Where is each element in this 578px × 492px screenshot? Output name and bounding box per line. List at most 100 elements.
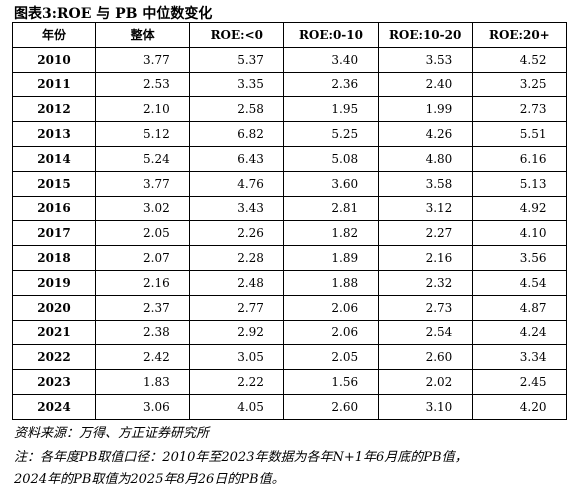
value-cell: 4.92 xyxy=(471,195,568,222)
value-cell: 2.36 xyxy=(283,71,379,98)
value-cell: 2.05 xyxy=(283,344,379,371)
table: 年份 整体 ROE:<0 ROE:0-10 ROE:10-20 ROE:20+ 2010 3… xyxy=(12,22,568,420)
value-cell: 2.06 xyxy=(283,319,379,346)
value-cell: 4.24 xyxy=(471,319,568,346)
value-cell: 6.43 xyxy=(189,145,285,172)
value-cell: 1.89 xyxy=(283,245,379,271)
value-cell: 2.05 xyxy=(94,220,191,247)
table-row: 2017 2.05 2.26 1.82 2.27 4.10 xyxy=(12,220,568,247)
value-cell: 5.37 xyxy=(189,46,285,73)
value-cell: 2.22 xyxy=(189,369,285,395)
value-cell: 2.06 xyxy=(283,294,379,321)
value-cell: 3.12 xyxy=(377,195,473,222)
source: 资料来源：万得、方正证券研究所 xyxy=(14,426,210,441)
year-cell: 2010 xyxy=(12,46,96,73)
value-cell: 4.76 xyxy=(189,170,285,197)
value-cell: 2.45 xyxy=(471,369,568,395)
table-row: 2020 2.37 2.77 2.06 2.73 4.87 xyxy=(12,294,568,321)
value-cell: 3.77 xyxy=(94,170,191,197)
table-row: 2015 3.77 4.76 3.60 3.58 5.13 xyxy=(12,170,568,197)
value-cell: 2.58 xyxy=(189,96,285,123)
value-cell: 6.82 xyxy=(189,121,285,147)
note-line: 注：各年度PB取值口径：2010年至2023年数据为各年N+1年6月底的PB值， xyxy=(14,450,468,465)
year-cell: 2012 xyxy=(12,96,96,123)
value-cell: 3.56 xyxy=(471,245,568,271)
value-cell: 2.73 xyxy=(471,96,568,123)
value-cell: 4.80 xyxy=(377,145,473,172)
value-cell: 5.25 xyxy=(283,121,379,147)
value-cell: 1.88 xyxy=(283,269,379,296)
value-cell: 5.24 xyxy=(94,145,191,172)
value-cell: 2.07 xyxy=(94,245,191,271)
value-cell: 4.10 xyxy=(471,220,568,247)
year-cell: 2022 xyxy=(12,344,96,371)
value-cell: 2.38 xyxy=(94,319,191,346)
note-line: 2024年的PB取值为2025年8月26日的PB值。 xyxy=(14,472,285,487)
value-cell: 2.27 xyxy=(377,220,473,247)
value-cell: 3.34 xyxy=(471,344,568,371)
header-row: 年份 整体 ROE:<0 ROE:0-10 ROE:10-20 ROE:20+ xyxy=(12,22,568,48)
header-cell: 年份 xyxy=(12,22,96,48)
value-cell: 2.60 xyxy=(377,344,473,371)
value-cell: 3.60 xyxy=(283,170,379,197)
value-cell: 4.05 xyxy=(189,393,285,420)
value-cell: 2.54 xyxy=(377,319,473,346)
table-row: 2013 5.12 6.82 5.25 4.26 5.51 xyxy=(12,121,568,147)
value-cell: 3.10 xyxy=(377,393,473,420)
header-cell: ROE:20+ xyxy=(471,22,568,48)
value-cell: 5.12 xyxy=(94,121,191,147)
table-row: 2018 2.07 2.28 1.89 2.16 3.56 xyxy=(12,245,568,271)
value-cell: 2.26 xyxy=(189,220,285,247)
value-cell: 5.08 xyxy=(283,145,379,172)
value-cell: 1.82 xyxy=(283,220,379,247)
table-row: 2022 2.42 3.05 2.05 2.60 3.34 xyxy=(12,344,568,371)
value-cell: 2.40 xyxy=(377,71,473,98)
year-cell: 2021 xyxy=(12,319,96,346)
value-cell: 3.35 xyxy=(189,71,285,98)
value-cell: 2.73 xyxy=(377,294,473,321)
value-cell: 5.51 xyxy=(471,121,568,147)
table-row: 2016 3.02 3.43 2.81 3.12 4.92 xyxy=(12,195,568,222)
year-cell: 2015 xyxy=(12,170,96,197)
value-cell: 3.53 xyxy=(377,46,473,73)
table-body: 2010 3.77 5.37 3.40 3.53 4.52 2011 2.53 3.35 2.36… xyxy=(12,46,568,420)
value-cell: 2.28 xyxy=(189,245,285,271)
table-row: 2011 2.53 3.35 2.36 2.40 3.25 xyxy=(12,71,568,98)
value-cell: 2.16 xyxy=(377,245,473,271)
value-cell: 6.16 xyxy=(471,145,568,172)
value-cell: 3.77 xyxy=(94,46,191,73)
year-cell: 2013 xyxy=(12,121,96,147)
year-cell: 2014 xyxy=(12,145,96,172)
table-row: 2014 5.24 6.43 5.08 4.80 6.16 xyxy=(12,145,568,172)
value-cell: 2.77 xyxy=(189,294,285,321)
value-cell: 2.16 xyxy=(94,269,191,296)
value-cell: 3.25 xyxy=(471,71,568,98)
value-cell: 3.40 xyxy=(283,46,379,73)
value-cell: 3.58 xyxy=(377,170,473,197)
table-row: 2019 2.16 2.48 1.88 2.32 4.54 xyxy=(12,269,568,296)
value-cell: 3.05 xyxy=(189,344,285,371)
value-cell: 2.81 xyxy=(283,195,379,222)
year-cell: 2017 xyxy=(12,220,96,247)
table-row: 2010 3.77 5.37 3.40 3.53 4.52 xyxy=(12,46,568,73)
year-cell: 2011 xyxy=(12,71,96,98)
value-cell: 2.92 xyxy=(189,319,285,346)
value-cell: 2.53 xyxy=(94,71,191,98)
value-cell: 1.83 xyxy=(94,369,191,395)
value-cell: 1.56 xyxy=(283,369,379,395)
table-row: 2023 1.83 2.22 1.56 2.02 2.45 xyxy=(12,369,568,395)
header-cell: 整体 xyxy=(94,22,191,48)
header-cell: ROE:<0 xyxy=(189,22,285,48)
value-cell: 3.02 xyxy=(94,195,191,222)
value-cell: 2.60 xyxy=(283,393,379,420)
value-cell: 5.13 xyxy=(471,170,568,197)
value-cell: 3.06 xyxy=(94,393,191,420)
value-cell: 4.52 xyxy=(471,46,568,73)
value-cell: 4.87 xyxy=(471,294,568,321)
value-cell: 2.48 xyxy=(189,269,285,296)
value-cell: 2.42 xyxy=(94,344,191,371)
table-row: 2012 2.10 2.58 1.95 1.99 2.73 xyxy=(12,96,568,123)
table-row: 2024 3.06 4.05 2.60 3.10 4.20 xyxy=(12,393,568,420)
year-cell: 2020 xyxy=(12,294,96,321)
